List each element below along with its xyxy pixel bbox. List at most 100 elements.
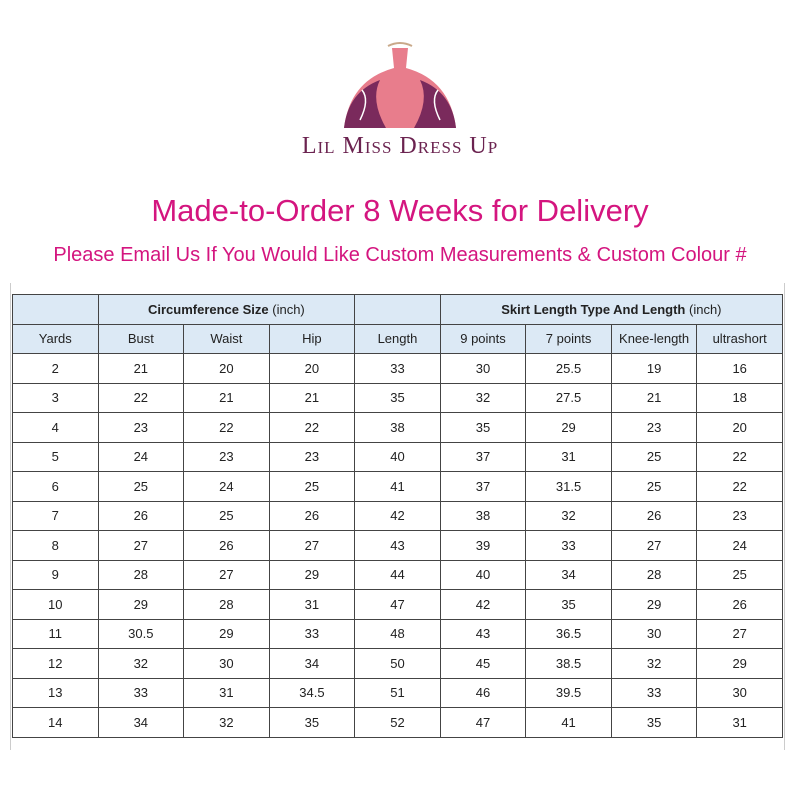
table-cell: 30	[183, 648, 270, 679]
table-cell: 13	[12, 677, 99, 708]
table-cell: 27.5	[525, 382, 612, 413]
column-header: Bust	[97, 323, 185, 354]
table-cell: 41	[354, 471, 441, 502]
table-cell: 26	[610, 500, 698, 531]
table-row: 7 26 25 26 42 38 32 26 23	[12, 500, 783, 531]
table-cell: 3	[12, 382, 99, 413]
table-cell: 20	[268, 353, 356, 384]
table-cell: 32	[97, 648, 185, 679]
table-cell: 33	[97, 677, 185, 708]
table-cell: 38.5	[525, 648, 612, 679]
table-cell: 29	[525, 412, 612, 443]
table-row: 9 28 27 29 44 40 34 28 25	[12, 559, 783, 590]
table-cell: 42	[439, 589, 527, 620]
table-cell: 12	[12, 648, 99, 679]
column-header: Knee-length	[610, 323, 698, 354]
table-row: 6 25 24 25 41 37 31.5 25 22	[12, 471, 783, 502]
table-cell: 9	[12, 559, 99, 590]
empty-header-cell	[12, 294, 99, 325]
table-cell: 23	[610, 412, 698, 443]
table-cell: 18	[696, 382, 783, 413]
table-cell: 42	[354, 500, 441, 531]
table-frame	[10, 283, 785, 750]
group-header-row: Circumference Size (inch) Skirt Length T…	[12, 294, 784, 325]
page-subtitle: Please Email Us If You Would Like Custom…	[53, 244, 747, 266]
table-cell: 30	[439, 353, 527, 384]
table-cell: 26	[97, 500, 185, 531]
table-cell: 25	[97, 471, 185, 502]
table-cell: 36.5	[525, 618, 612, 649]
table-cell: 33	[268, 618, 356, 649]
table-cell: 14	[12, 707, 99, 738]
column-header-row: Yards Bust Waist Hip Length 9 points 7 points K…	[12, 323, 783, 354]
table-cell: 50	[354, 648, 441, 679]
table-cell: 5	[12, 441, 99, 472]
brand-name: Lil Miss Dress Up	[301, 133, 499, 159]
table-cell: 25	[268, 471, 356, 502]
table-cell: 35	[354, 382, 441, 413]
table-row: 5 24 23 23 40 37 31 25 22	[12, 441, 783, 472]
table-cell: 20	[696, 412, 783, 443]
table-cell: 28	[610, 559, 698, 590]
table-cell: 31	[696, 707, 783, 738]
table-cell: 29	[183, 618, 270, 649]
column-header: 9 points	[439, 323, 527, 354]
table-cell: 30.5	[97, 618, 185, 649]
column-header: Length	[354, 323, 441, 354]
table-cell: 37	[439, 441, 527, 472]
table-cell: 22	[696, 471, 783, 502]
table-cell: 47	[354, 589, 441, 620]
table-cell: 27	[268, 530, 356, 561]
table-cell: 7	[12, 500, 99, 531]
table-cell: 21	[97, 353, 185, 384]
table-row: 3 22 21 21 35 32 27.5 21 18	[12, 382, 783, 413]
table-cell: 21	[610, 382, 698, 413]
table-cell: 38	[354, 412, 441, 443]
table-cell: 27	[183, 559, 270, 590]
table-cell: 26	[183, 530, 270, 561]
table-cell: 22	[183, 412, 270, 443]
table-row: 2 21 20 20 33 30 25.5 19 16	[12, 353, 783, 384]
table-cell: 34	[268, 648, 356, 679]
table-cell: 20	[183, 353, 270, 384]
table-cell: 27	[696, 618, 783, 649]
table-cell: 25	[696, 559, 783, 590]
table-cell: 31	[525, 441, 612, 472]
table-cell: 27	[610, 530, 698, 561]
table-cell: 29	[268, 559, 356, 590]
table-cell: 32	[610, 648, 698, 679]
table-cell: 27	[97, 530, 185, 561]
table-cell: 10	[12, 589, 99, 620]
table-cell: 24	[97, 441, 185, 472]
table-cell: 38	[439, 500, 527, 531]
table-cell: 28	[183, 589, 270, 620]
table-cell: 31	[183, 677, 270, 708]
table-cell: 32	[525, 500, 612, 531]
table-cell: 26	[268, 500, 356, 531]
page-title: Made-to-Order 8 Weeks for Delivery	[151, 193, 649, 228]
table-cell: 29	[97, 589, 185, 620]
table-cell: 34	[525, 559, 612, 590]
table-cell: 30	[696, 677, 783, 708]
table-cell: 25	[610, 441, 698, 472]
table-cell: 32	[439, 382, 527, 413]
empty-header-cell	[354, 294, 441, 325]
table-cell: 25.5	[525, 353, 612, 384]
table-cell: 21	[268, 382, 356, 413]
circumference-group-header: Circumference Size (inch)	[97, 294, 356, 325]
table-cell: 51	[354, 677, 441, 708]
table-cell: 47	[439, 707, 527, 738]
table-row: 4 23 22 22 38 35 29 23 20	[12, 412, 783, 443]
table-cell: 39	[439, 530, 527, 561]
table-cell: 31	[268, 589, 356, 620]
table-cell: 26	[696, 589, 783, 620]
table-row: 14 34 32 35 52 47 41 35 31	[12, 707, 783, 738]
table-cell: 31.5	[525, 471, 612, 502]
brand-logo	[344, 42, 456, 128]
table-cell: 23	[696, 500, 783, 531]
table-cell: 32	[183, 707, 270, 738]
column-header: Yards	[12, 323, 99, 354]
table-cell: 29	[696, 648, 783, 679]
table-cell: 33	[525, 530, 612, 561]
table-cell: 39.5	[525, 677, 612, 708]
